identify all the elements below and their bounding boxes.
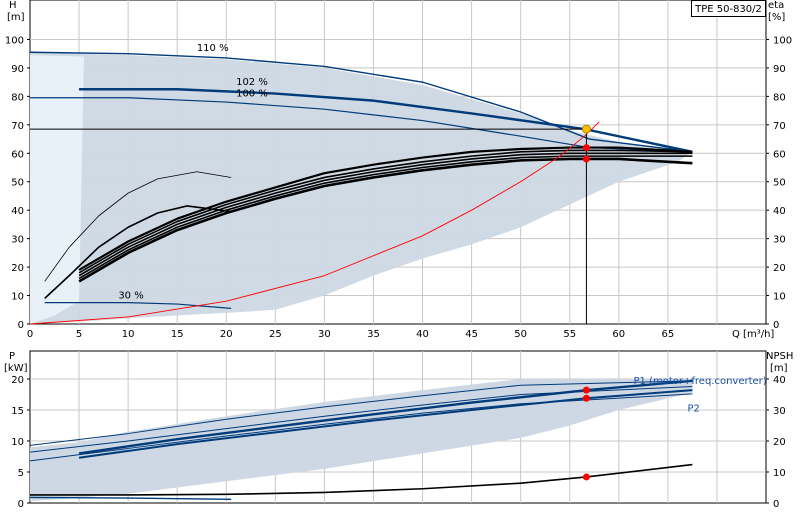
head-y-unit: [m]: [7, 12, 25, 23]
eta-y-tick-label: 90: [773, 64, 786, 75]
model-label: TPE 50-830/2: [691, 0, 766, 17]
head-duty-marker: [582, 155, 590, 163]
head-y-tick-label: 90: [11, 64, 24, 75]
npsh-y-tick-label: 10: [773, 468, 786, 479]
head-curve-110: [29, 51, 693, 153]
power-y-title: P: [9, 351, 15, 362]
eta-y-tick-label: 40: [773, 206, 786, 217]
head-curve-100: [30, 97, 693, 153]
head-curve-7: [78, 149, 693, 274]
eta-y-tick-label: 20: [773, 263, 786, 274]
head-x-tick-label: 5: [76, 329, 82, 340]
head-y-tick-label: 100: [5, 35, 24, 46]
head-y-tick-label: 50: [11, 178, 24, 189]
duty-point: [581, 124, 591, 134]
npsh-y-tick-label: 30: [773, 406, 786, 417]
power-operating-range: [30, 379, 693, 502]
power-y-tick-label: 20: [11, 375, 24, 386]
eta-y-unit: [%]: [768, 12, 785, 23]
head-y-tick-label: 0: [18, 320, 24, 331]
power-y-tick-label: 5: [18, 468, 24, 479]
head-x-tick-label: 35: [367, 329, 380, 340]
power-duty-marker: [582, 394, 590, 402]
head-curve-6: [78, 155, 693, 280]
eta-y-tick-label: 70: [773, 121, 786, 132]
head-curve-30: [44, 302, 232, 309]
eta-y-title: eta: [768, 0, 784, 11]
head-x-tick-label: 55: [563, 329, 576, 340]
power-y-tick-label: 10: [11, 437, 24, 448]
head-y-tick-label: 80: [11, 92, 24, 103]
eta-y-tick-label: 100: [773, 35, 792, 46]
eta-y-tick-label: 30: [773, 235, 786, 246]
eta-y-tick-label: 0: [773, 320, 779, 331]
head-x-tick-label: 10: [122, 329, 135, 340]
head-x-tick-label: 20: [220, 329, 233, 340]
head-curve-9: [44, 205, 232, 299]
head-duty-marker: [582, 144, 590, 152]
power-y-unit: [kW]: [4, 363, 28, 374]
npsh-y-title: NPSH: [766, 351, 793, 362]
power-curve-2: [29, 380, 693, 446]
head-curve-label: 102 %: [236, 77, 268, 88]
power-annotation: P1 (motor+freq.converter): [634, 376, 767, 387]
head-range-edge: [30, 55, 84, 324]
power-annotation: P2: [687, 404, 699, 415]
head-y-tick-label: 20: [11, 263, 24, 274]
head-curve-label: 100 %: [236, 88, 268, 99]
power-y-tick-label: 0: [18, 499, 24, 510]
head-x-tick-label: 0: [27, 329, 33, 340]
eta-y-tick-label: 50: [773, 178, 786, 189]
npsh-y-tick-label: 0: [773, 499, 779, 510]
head-x-tick-label: 25: [269, 329, 282, 340]
power-y-tick-label: 15: [11, 406, 24, 417]
x-axis-title: Q [m³/h]: [732, 329, 774, 340]
head-y-tick-label: 70: [11, 121, 24, 132]
head-curve-label: 110 %: [197, 43, 229, 54]
head-y-tick-label: 40: [11, 206, 24, 217]
npsh-y-unit: [m]: [770, 363, 788, 374]
head-y-tick-label: 10: [11, 292, 24, 303]
head-curve-5: [78, 152, 693, 277]
head-x-tick-label: 40: [416, 329, 429, 340]
power-curve-4: [29, 393, 693, 462]
power-curve-3: [29, 385, 693, 453]
npsh-y-tick-label: 20: [773, 437, 786, 448]
head-curve-label: 30 %: [118, 290, 143, 301]
eta-y-tick-label: 10: [773, 292, 786, 303]
head-x-tick-label: 65: [661, 329, 674, 340]
head-curve-4: [78, 157, 693, 283]
head-y-tick-label: 60: [11, 149, 24, 160]
power-duty-marker: [582, 386, 590, 394]
eta-y-tick-label: 80: [773, 92, 786, 103]
head-y-tick-label: 30: [11, 235, 24, 246]
head-x-tick-label: 45: [465, 329, 478, 340]
power-curve-6: [30, 463, 693, 496]
power-duty-marker: [582, 473, 590, 481]
head-x-tick-label: 60: [612, 329, 625, 340]
power-curve-5: [29, 496, 232, 500]
head-curve-11: [29, 121, 600, 325]
eta-y-tick-label: 60: [773, 149, 786, 160]
head-x-tick-label: 15: [171, 329, 184, 340]
npsh-y-tick-label: 40: [773, 375, 786, 386]
head-x-tick-label: 30: [318, 329, 331, 340]
head-curve-10: [44, 171, 232, 282]
head-x-tick-label: 50: [514, 329, 527, 340]
head-y-title: H: [9, 0, 17, 11]
